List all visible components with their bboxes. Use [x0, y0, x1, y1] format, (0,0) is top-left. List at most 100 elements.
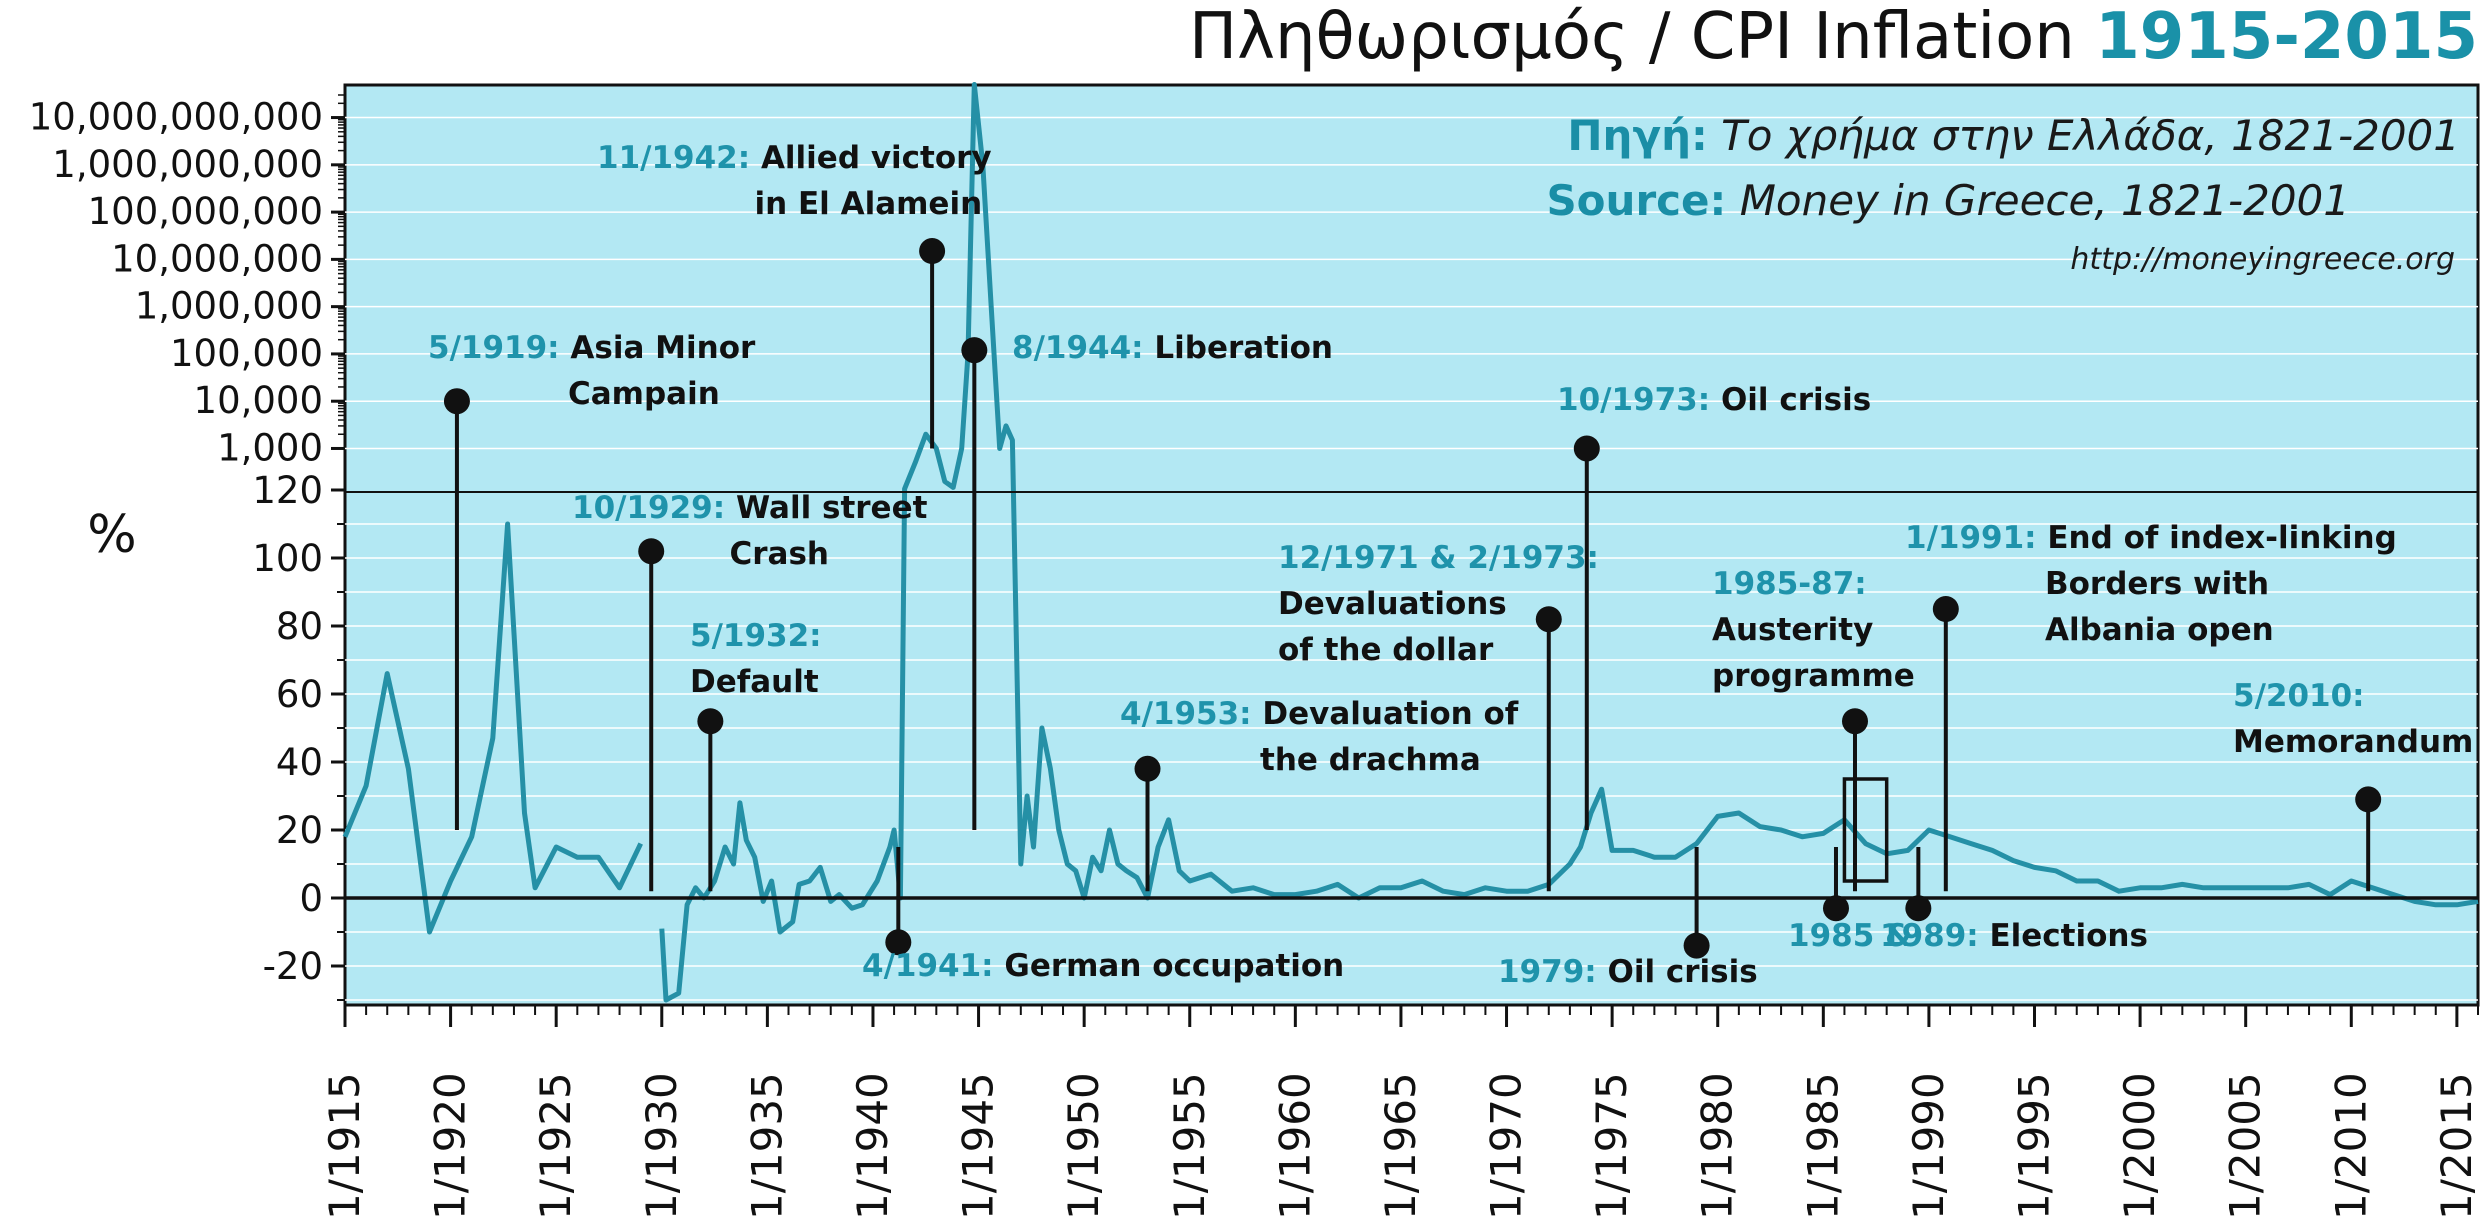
- y-tick-label: 100: [252, 537, 323, 580]
- annotation-marker: [1134, 755, 1161, 782]
- annotation-date: 12/1971 & 2/1973:: [1278, 540, 1599, 576]
- x-tick-label: 1/1930: [637, 1072, 686, 1220]
- y-tick-label: 40: [276, 741, 323, 784]
- annotation-marker: [638, 538, 665, 565]
- annotation-text: of the dollar: [1278, 632, 1494, 668]
- annotation-text: Devaluation of: [1262, 696, 1518, 732]
- y-tick-label: 0: [299, 877, 323, 920]
- annotation-marker: [1822, 895, 1849, 922]
- annotation-text: Default: [690, 664, 819, 700]
- source-greek: Πηγή: Το χρήμα στην Ελλάδα, 1821-2001: [1567, 111, 2460, 160]
- austerity-range-box: [1842, 777, 1889, 883]
- annotation-label: 1989: Elections: [1880, 918, 2148, 954]
- source-greek-value: Το χρήμα στην Ελλάδα, 1821-2001: [1708, 111, 2460, 160]
- x-tick-label: 1/2015: [2432, 1072, 2481, 1220]
- annotation-text: Borders with: [2045, 566, 2269, 602]
- annotation-date: 1985 &: [1788, 918, 1912, 954]
- annotation-label: 11/1942: Allied victory: [597, 140, 992, 176]
- annotation-date: 4/1953:: [1120, 696, 1262, 732]
- annotation-marker: [961, 337, 988, 364]
- annotation-date: 10/1973:: [1557, 382, 1721, 418]
- annotation-marker: [697, 708, 724, 735]
- x-tick-label: 1/1960: [1270, 1072, 1319, 1220]
- annotation-label: 5/1919: Asia Minor: [428, 330, 756, 366]
- annotation-text: Crash: [730, 536, 829, 572]
- gridlines: [345, 116, 2478, 1001]
- annotation-date: 5/1919:: [428, 330, 570, 366]
- annotation-label: 5/2010:: [2233, 678, 2365, 714]
- x-tick-label: 1/1955: [1165, 1072, 1214, 1220]
- x-tick-label: 1/1950: [1059, 1072, 1108, 1220]
- x-tick-label: 1/1945: [954, 1072, 1003, 1220]
- y-log-tick-label: 1,000,000: [135, 285, 323, 328]
- annotation-marker: [1841, 708, 1868, 735]
- annotation-text: Oil crisis: [1721, 382, 1871, 418]
- annotation-label: 10/1929: Wall street: [572, 490, 928, 526]
- annotation-date: 1/1991:: [1905, 520, 2047, 556]
- annotation-text: Campain: [568, 376, 720, 412]
- y-log-tick-label: 100,000: [170, 332, 323, 375]
- x-tick-label: 1/2005: [2221, 1072, 2270, 1220]
- annotation-text: Liberation: [1154, 330, 1333, 366]
- x-tick-label: 1/2000: [2115, 1072, 2164, 1220]
- annotation-text: the drachma: [1260, 742, 1481, 778]
- annotation-label: 1985 &: [1788, 918, 1912, 954]
- annotation-text: Austerity: [1712, 612, 1873, 648]
- annotation-text: Albania open: [2045, 612, 2274, 648]
- chart-title: Πληθωρισμός / CPI Inflation 1915-2015: [1189, 0, 2478, 74]
- x-tick-label: 1/1975: [1587, 1072, 1636, 1220]
- series-line-cpi-inflation: [342, 521, 643, 935]
- x-tick-label: 1/1940: [848, 1072, 897, 1220]
- annotation-marker: [1932, 596, 1959, 622]
- annotation-text: Wall street: [736, 490, 928, 526]
- annotation-text: Devaluations: [1278, 586, 1507, 622]
- x-tick-label: 1/1995: [2010, 1072, 2059, 1220]
- annotation-date: 1989:: [1880, 918, 1989, 954]
- annotation-date: 10/1929:: [572, 490, 736, 526]
- annotation-date: 4/1941:: [862, 948, 1004, 984]
- x-tick-label: 1/1920: [426, 1072, 475, 1220]
- annotation-date: 1979:: [1498, 954, 1607, 990]
- annotation-label: 10/1973: Oil crisis: [1557, 382, 1871, 418]
- x-tick-label: 1/1980: [1693, 1072, 1742, 1220]
- y-tick-label: -20: [263, 945, 323, 988]
- annotation-label: 12/1971 & 2/1973:: [1278, 540, 1599, 576]
- source-greek-key: Πηγή:: [1567, 111, 1707, 160]
- annotation-text: Asia Minor: [570, 330, 756, 366]
- annotation-text: in El Alamein: [755, 186, 983, 222]
- x-tick-label: 1/1915: [320, 1072, 369, 1220]
- x-tick-label: 1/1970: [1482, 1072, 1531, 1220]
- annotation-text: Memorandum: [2233, 724, 2473, 760]
- annotation-marker: [2355, 786, 2382, 813]
- y-tick-label: 20: [276, 809, 323, 852]
- annotation-text: Oil crisis: [1607, 954, 1757, 990]
- x-tick-label: 1/2010: [2326, 1072, 2375, 1220]
- series-line-cpi-inflation: [659, 82, 2479, 1003]
- annotation-text: Allied victory: [761, 140, 992, 176]
- annotation-text: End of index-linking: [2047, 520, 2396, 556]
- x-tick-label: 1/1925: [531, 1072, 580, 1220]
- annotation-marker: [885, 929, 912, 956]
- annotation-label: 4/1953: Devaluation of: [1120, 696, 1519, 732]
- annotation-date: 1985-87:: [1712, 566, 1867, 602]
- y-log-tick-label: 10,000: [194, 379, 323, 422]
- annotation-marker: [919, 238, 946, 265]
- annotation-date: 5/2010:: [2233, 678, 2365, 714]
- annotation-text: programme: [1712, 658, 1915, 694]
- annotation-layer: 5/1919: Asia Minor Campain 10/1929: Wall s…: [428, 140, 2473, 990]
- y-axis-unit-label: %: [87, 505, 136, 565]
- annotation-marker: [1573, 435, 1600, 462]
- annotation-label: 4/1941: German occupation: [862, 948, 1344, 984]
- x-tick-label: 1/1965: [1376, 1072, 1425, 1220]
- source-english-key: Source:: [1546, 176, 1726, 225]
- y-log-tick-label: 10,000,000,000: [29, 96, 323, 139]
- y-log-tick-label: 100,000,000: [88, 190, 323, 233]
- source-english-value: Money in Greece, 1821-2001: [1726, 176, 2350, 225]
- annotation-label: 5/1932:: [690, 618, 822, 654]
- source-english: Source: Money in Greece, 1821-2001: [1546, 176, 2350, 225]
- annotation-label: 1985-87:: [1712, 566, 1867, 602]
- annotation-date: 11/1942:: [597, 140, 761, 176]
- chart-title-main: Πληθωρισμός / CPI Inflation: [1189, 0, 2095, 74]
- axes: 120100806040200-201,00010,000100,0001,00…: [29, 94, 2481, 1220]
